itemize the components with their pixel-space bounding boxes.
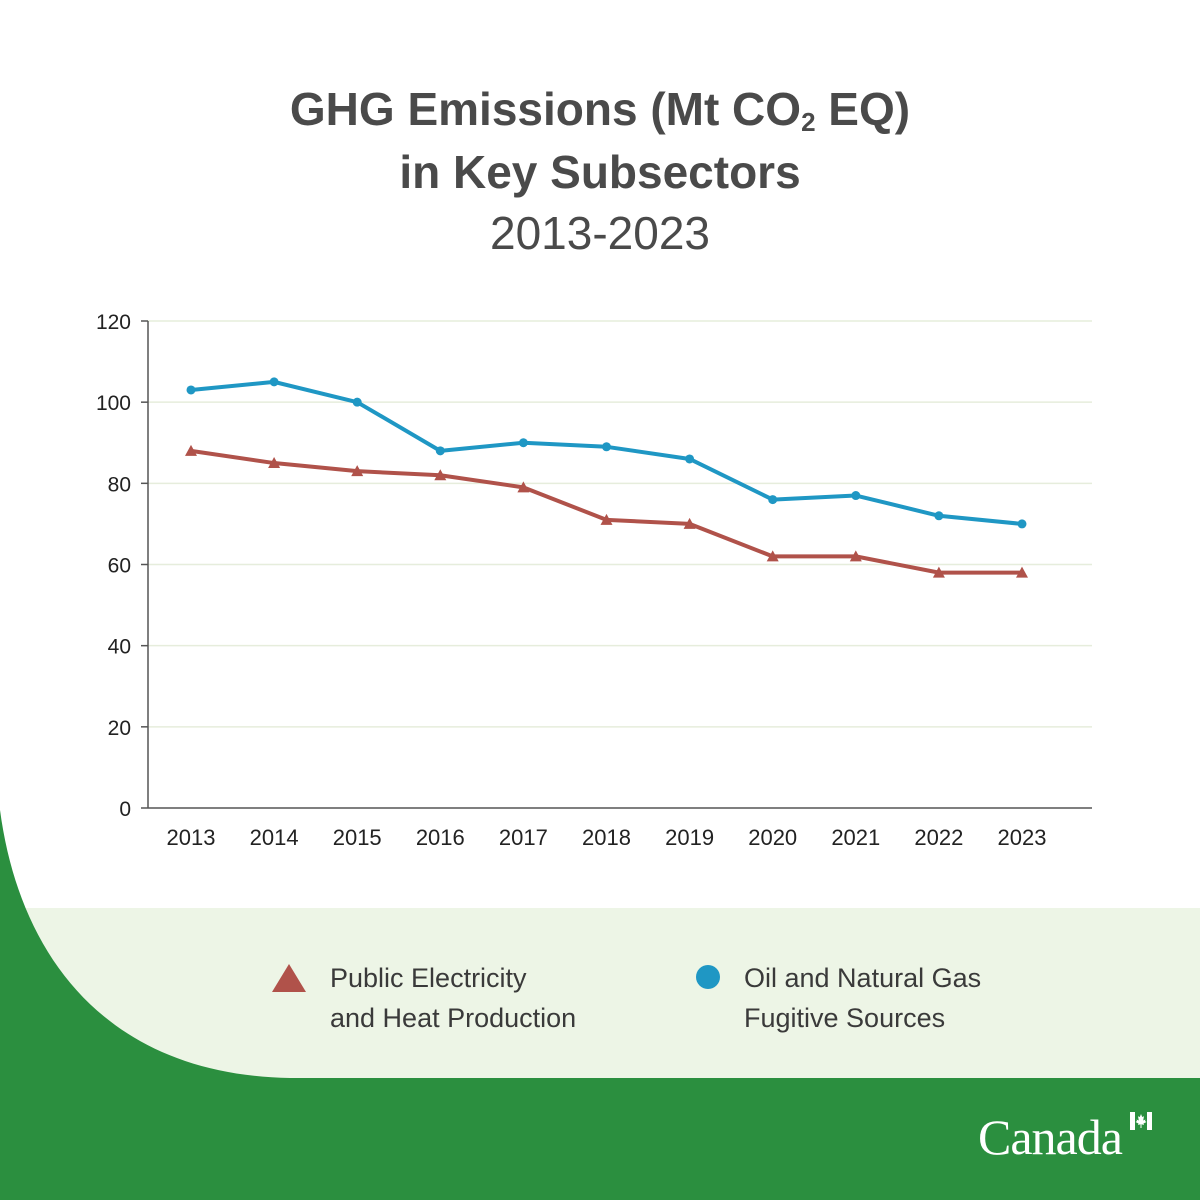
- legend-item-public-electricity: Public Electricity and Heat Production: [272, 958, 576, 1038]
- data-point-triangle: [268, 457, 281, 469]
- triangle-marker-icon: [272, 964, 306, 992]
- maple-flag-icon: [1130, 1112, 1152, 1130]
- x-tick-label: 2016: [416, 825, 465, 850]
- y-tick-label: 80: [108, 473, 131, 496]
- data-point-circle: [602, 442, 611, 452]
- data-point-circle: [768, 495, 778, 505]
- chart-subtitle-years: 2013-2023: [490, 207, 710, 259]
- series-line-2: [190, 379, 1023, 526]
- chart-title-line2: in Key Subsectors: [399, 146, 801, 198]
- data-point-triangle: [351, 465, 364, 477]
- chart-title-line1: GHG Emissions (Mt CO2 EQ): [289, 83, 911, 137]
- x-tick-label: 2021: [831, 825, 880, 850]
- legend-label: Oil and Natural Gas Fugitive Sources: [744, 963, 982, 1033]
- x-tick-label: 2023: [998, 825, 1047, 850]
- y-tick-label: 120: [96, 311, 131, 334]
- green-curve: [0, 810, 1200, 1200]
- x-tick-label: 2020: [748, 825, 797, 850]
- x-tick-label: 2013: [167, 825, 216, 850]
- data-point-triangle: [683, 517, 696, 529]
- data-point-triangle: [185, 444, 197, 456]
- y-tick-label: 20: [108, 717, 131, 740]
- circle-marker-icon: [696, 965, 720, 989]
- y-tick-label: 100: [96, 392, 131, 415]
- data-point-triangle: [849, 550, 862, 562]
- y-tick-label: 40: [108, 636, 131, 659]
- x-tick-label: 2015: [333, 825, 382, 850]
- data-point-triangle: [600, 513, 613, 525]
- data-point-triangle: [434, 469, 447, 481]
- data-point-circle: [186, 385, 196, 395]
- data-point-circle: [352, 397, 362, 407]
- data-point-circle: [269, 377, 279, 387]
- x-tick-label: 2019: [665, 825, 714, 850]
- data-point-triangle: [932, 566, 945, 578]
- data-point-triangle: [1016, 566, 1028, 578]
- data-point-circle: [1017, 519, 1027, 529]
- data-point-circle: [518, 438, 528, 448]
- series-line-1: [190, 448, 1022, 575]
- y-tick-label: 60: [108, 555, 131, 578]
- data-point-circle: [934, 511, 944, 521]
- x-tick-label: 2018: [582, 825, 631, 850]
- data-point-circle: [685, 454, 695, 464]
- y-tick-label: 0: [119, 798, 131, 821]
- legend-label: Public Electricity and Heat Production: [330, 963, 577, 1033]
- canada-wordmark: Canada: [978, 1109, 1123, 1165]
- x-tick-label: 2017: [499, 825, 548, 850]
- legend-item-oil-gas-fugitive: Oil and Natural Gas Fugitive Sources: [696, 958, 981, 1038]
- x-tick-label: 2022: [914, 825, 963, 850]
- data-point-triangle: [766, 550, 779, 562]
- data-point-circle: [851, 491, 861, 501]
- x-tick-label: 2014: [250, 825, 299, 850]
- light-green-band: [0, 908, 1200, 1078]
- data-point-triangle: [517, 481, 530, 493]
- data-point-circle: [435, 446, 445, 456]
